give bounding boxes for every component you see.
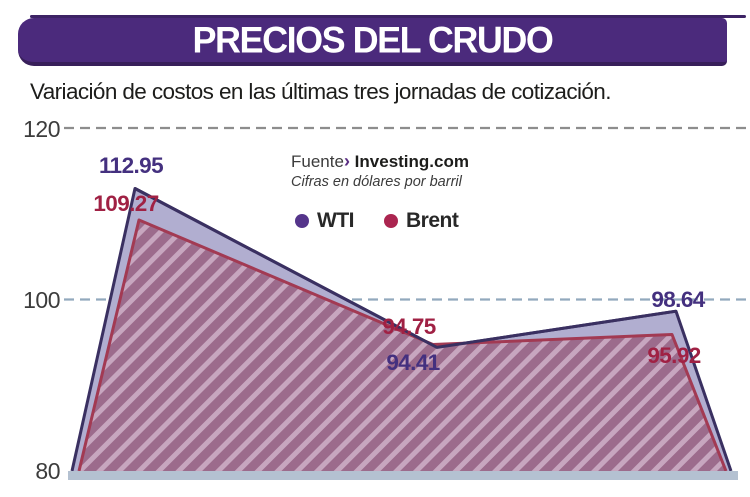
brent-end-label: 95.92 [647, 343, 701, 368]
source-note: Cifras en dólares por barril [291, 173, 462, 190]
brent-peak-label: 109.27 [93, 191, 159, 216]
page-title: PRECIOS DEL CRUDO [192, 18, 554, 61]
source-arrow-icon: › [343, 151, 350, 171]
source-prefix: Fuente [291, 152, 344, 171]
wti-dip-label: 94.41 [386, 350, 440, 375]
brent-area [79, 220, 726, 471]
wti-end-label: 98.64 [651, 287, 705, 312]
wti-dot-icon [295, 214, 309, 228]
source-name: Investing.com [354, 152, 469, 171]
ytick-120: 120 [23, 116, 60, 142]
ytick-80: 80 [35, 458, 60, 484]
wti-topline [134, 187, 677, 349]
legend-item-brent: Brent [383, 209, 459, 233]
legend-label-brent: Brent [405, 209, 459, 232]
chart-legend: WTI Brent [295, 209, 459, 233]
brent-dip-label: 94.75 [382, 314, 436, 339]
wti-peak-label: 112.95 [99, 153, 164, 178]
brent-dot-icon [383, 214, 398, 228]
ytick-100: 100 [23, 287, 60, 313]
legend-label-wti: WTI [317, 209, 354, 232]
chart-subtitle: Variación de costos en las últimas tres … [30, 79, 611, 104]
source-block: Fuente› Investing.com Cifras en dólares … [291, 151, 469, 191]
legend-item-wti: WTI [295, 209, 354, 233]
baseline-bar [68, 471, 738, 480]
source-line: Fuente› Investing.com [291, 151, 469, 173]
title-banner: PRECIOS DEL CRUDO [18, 18, 727, 66]
top-divider-rule [30, 15, 746, 18]
